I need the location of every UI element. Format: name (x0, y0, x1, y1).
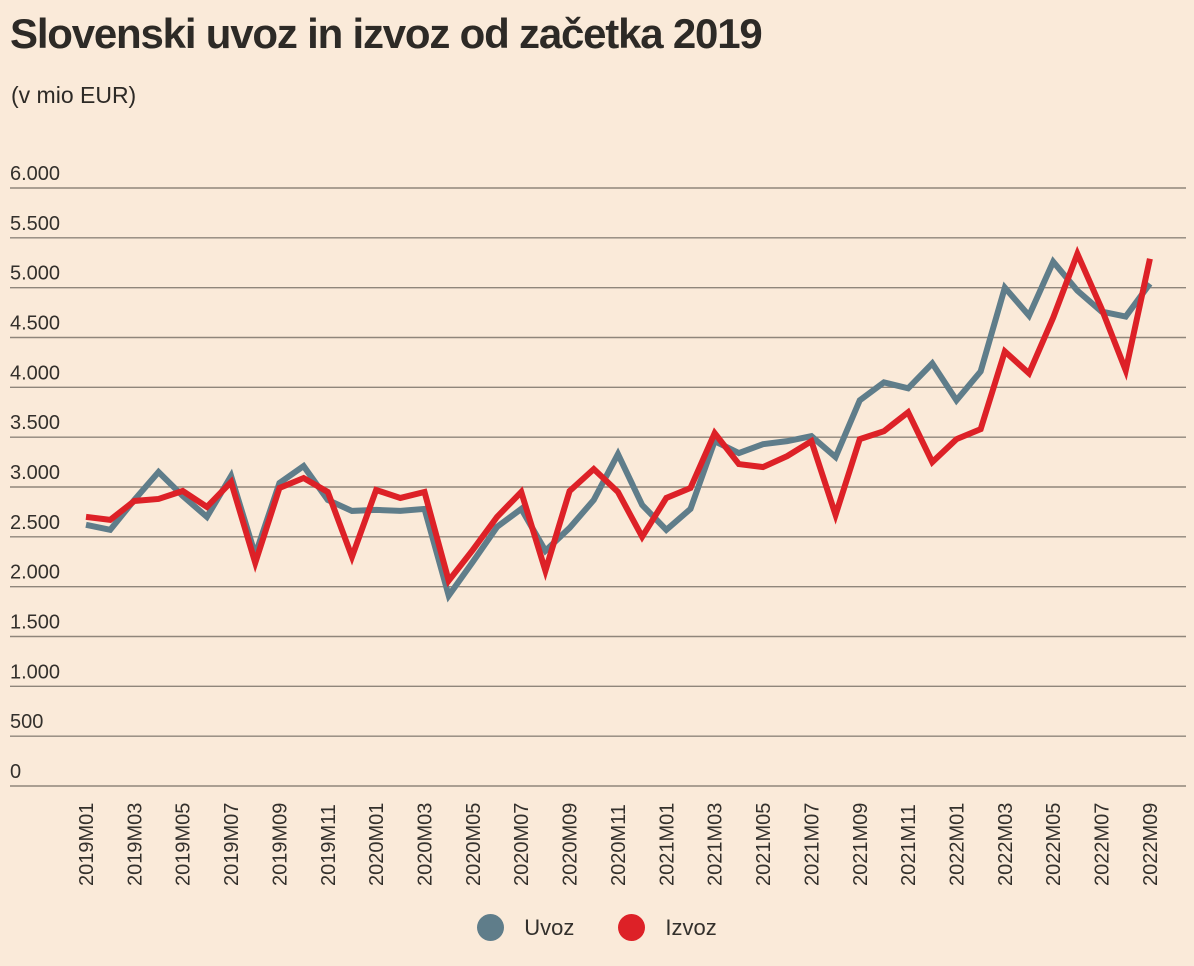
x-tick-label: 2021M05 (753, 803, 775, 886)
izvoz-legend-dot-icon (618, 914, 646, 941)
x-tick-label: 2020M01 (366, 803, 388, 886)
x-tick-label: 2022M07 (1092, 803, 1114, 886)
x-tick-label: 2022M09 (1140, 803, 1162, 886)
x-tick-label: 2021M03 (705, 803, 727, 886)
y-tick-label: 0 (10, 761, 21, 783)
x-tick-label: 2019M03 (124, 803, 146, 886)
x-tick-label: 2021M09 (850, 803, 872, 886)
y-tick-label: 2.000 (10, 562, 60, 584)
y-tick-label: 1.000 (10, 661, 60, 683)
x-tick-label: 2019M05 (173, 803, 195, 886)
y-tick-label: 1.500 (10, 612, 60, 634)
x-tick-label: 2019M09 (269, 803, 291, 886)
legend: Uvoz Izvoz (0, 914, 1194, 941)
y-tick-label: 3.500 (10, 412, 60, 434)
izvoz-legend-label: Izvoz (665, 914, 717, 940)
page-subtitle: (v mio EUR) (11, 82, 137, 108)
x-tick-label: 2019M01 (76, 803, 98, 886)
y-tick-label: 5.000 (10, 263, 60, 285)
x-tick-label: 2022M03 (995, 803, 1017, 886)
y-tick-label: 2.500 (10, 512, 60, 534)
x-tick-label: 2020M03 (415, 803, 437, 886)
series-izvoz-line (85, 245, 1153, 588)
y-tick-label: 4.500 (10, 313, 60, 335)
x-tick-label: 2019M11 (318, 804, 340, 886)
x-tick-label: 2019M07 (221, 803, 243, 886)
y-tick-label: 3.000 (10, 462, 60, 484)
y-tick-label: 6.000 (10, 163, 60, 185)
x-tick-label: 2020M09 (560, 803, 582, 886)
series-uvoz-line (85, 256, 1153, 603)
x-tick-label: 2022M01 (946, 803, 968, 886)
page-title: Slovenski uvoz in izvoz od začetka 2019 (10, 10, 763, 57)
y-tick-label: 5.500 (10, 213, 60, 235)
x-tick-label: 2020M11 (608, 804, 630, 886)
x-tick-label: 2020M07 (511, 803, 533, 886)
legend-item-uvoz: Uvoz (477, 914, 574, 941)
x-tick-label: 2021M11 (898, 804, 920, 886)
legend-item-izvoz: Izvoz (618, 914, 717, 941)
x-tick-label: 2022M05 (1043, 803, 1065, 886)
x-tick-label: 2021M07 (801, 803, 823, 886)
y-tick-label: 4.000 (10, 362, 60, 384)
x-tick-label: 2020M05 (463, 803, 485, 886)
x-tick-label: 2021M01 (656, 803, 678, 886)
uvoz-legend-label: Uvoz (524, 914, 575, 940)
y-tick-label: 500 (10, 711, 43, 733)
uvoz-legend-dot-icon (477, 914, 505, 941)
